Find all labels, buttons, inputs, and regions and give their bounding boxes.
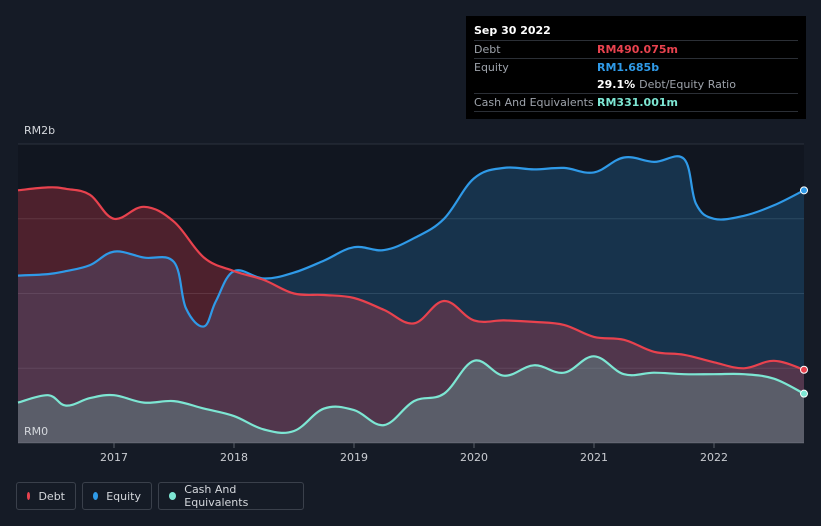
legend-item-cash[interactable]: Cash And Equivalents (158, 482, 304, 510)
equity-legend-dot-icon (93, 492, 99, 500)
tooltip-cash-value: RM331.001m (597, 96, 678, 109)
tooltip-debt-label: Debt (474, 43, 501, 56)
y-tick-label-bottom: RM0 (24, 425, 48, 438)
debt-line (17, 186, 805, 371)
legend-debt-label: Debt (38, 489, 65, 503)
cash-line (17, 355, 805, 435)
tooltip-row-equity: Equity RM1.685b (474, 58, 798, 76)
debt-area (18, 187, 804, 443)
data-tooltip: Sep 30 2022 Debt RM490.075m Equity RM1.6… (466, 16, 806, 119)
tooltip-cash-label: Cash And Equivalents (474, 96, 594, 109)
x-tick-label: 2022 (700, 451, 728, 464)
legend-item-debt[interactable]: Debt (16, 482, 76, 510)
legend-equity-label: Equity (106, 489, 141, 503)
y-axis-ticks: RM2b RM0 (24, 124, 55, 438)
gridlines (18, 143, 804, 444)
y-tick-label-top: RM2b (24, 124, 55, 137)
cash-legend-dot-icon (169, 492, 177, 500)
tooltip-ratio-caption: Debt/Equity Ratio (639, 78, 736, 91)
equity-endpoint-marker (800, 186, 808, 195)
tooltip-row-ratio: 29.1% Debt/Equity Ratio (474, 76, 798, 93)
tooltip-ratio-value: 29.1% (597, 78, 636, 91)
x-tick-label: 2019 (340, 451, 368, 464)
tooltip-date: Sep 30 2022 (474, 24, 551, 37)
x-tick-label: 2021 (580, 451, 608, 464)
tooltip-equity-label: Equity (474, 61, 509, 74)
x-tick-label: 2020 (460, 451, 488, 464)
equity-area (18, 156, 804, 443)
cash-endpoint-marker (800, 389, 808, 398)
legend-item-equity[interactable]: Equity (82, 482, 152, 510)
debt-legend-dot-icon (27, 492, 31, 500)
tooltip-row-cash: Cash And Equivalents RM331.001m (474, 93, 798, 112)
tooltip-equity-value: RM1.685b (597, 61, 660, 74)
cash-area (18, 356, 804, 443)
series-areas (18, 156, 804, 443)
x-tick-label: 2018 (220, 451, 248, 464)
series-endpoints (800, 186, 808, 398)
x-axis-ticks: 2017 2018 2019 2020 2021 2022 (100, 443, 728, 464)
tooltip-debt-value: RM490.075m (597, 43, 678, 56)
legend-cash-label: Cash And Equivalents (184, 483, 249, 509)
series-lines (17, 155, 805, 435)
x-tick-label: 2017 (100, 451, 128, 464)
tooltip-ratio-label (474, 76, 597, 93)
equity-line (17, 155, 805, 328)
debt-endpoint-marker (800, 365, 808, 374)
tooltip-row-debt: Debt RM490.075m (474, 40, 798, 58)
